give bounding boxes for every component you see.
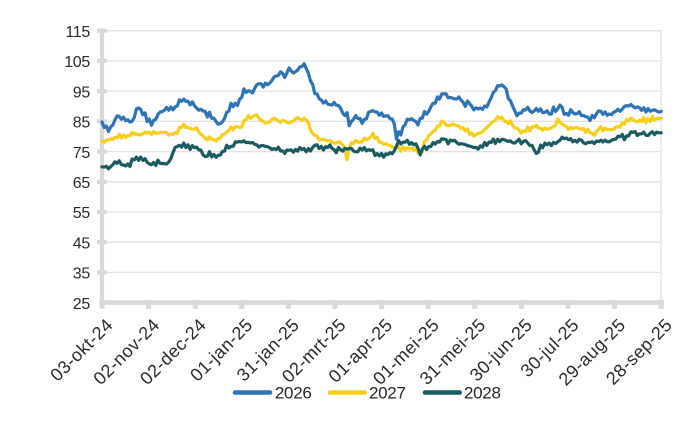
svg-text:65: 65 bbox=[73, 175, 91, 192]
svg-text:115: 115 bbox=[65, 24, 90, 41]
svg-text:45: 45 bbox=[73, 235, 91, 252]
svg-text:105: 105 bbox=[64, 54, 90, 71]
svg-text:2027: 2027 bbox=[369, 384, 406, 403]
svg-text:85: 85 bbox=[73, 115, 91, 132]
svg-text:95: 95 bbox=[73, 84, 91, 101]
svg-text:2026: 2026 bbox=[275, 384, 312, 403]
svg-text:75: 75 bbox=[73, 145, 91, 162]
svg-text:35: 35 bbox=[73, 266, 91, 283]
svg-text:55: 55 bbox=[73, 205, 91, 222]
svg-text:2028: 2028 bbox=[464, 384, 501, 403]
svg-text:25: 25 bbox=[73, 296, 91, 313]
